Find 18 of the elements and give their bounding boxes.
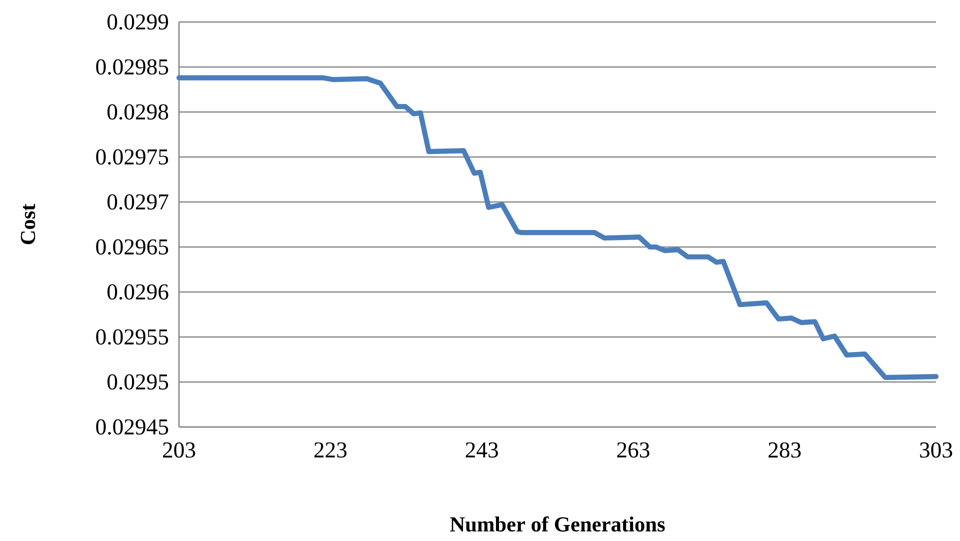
x-tick-label: 263 bbox=[617, 442, 650, 458]
y-tick-label: 0.02975 bbox=[96, 149, 168, 165]
y-tick-label: 0.0296 bbox=[107, 284, 168, 300]
x-tick-label: 203 bbox=[163, 442, 196, 458]
y-tick-label: 0.02955 bbox=[96, 329, 168, 345]
y-tick-label: 0.0297 bbox=[107, 194, 168, 210]
x-tick-label: 223 bbox=[314, 442, 347, 458]
x-axis-title: Number of Generations bbox=[450, 516, 665, 532]
y-tick-label: 0.02985 bbox=[96, 59, 168, 75]
x-tick-label: 283 bbox=[768, 442, 801, 458]
y-tick-label: 0.02945 bbox=[96, 419, 168, 435]
y-tick-label: 0.0295 bbox=[107, 374, 168, 390]
x-tick-label: 303 bbox=[920, 442, 952, 458]
y-axis-title: Cost bbox=[20, 204, 36, 244]
x-tick-label: 243 bbox=[466, 442, 498, 458]
y-tick-label: 0.02965 bbox=[96, 239, 168, 255]
y-tick-label: 0.0299 bbox=[107, 14, 168, 30]
y-tick-label: 0.0298 bbox=[107, 104, 168, 120]
